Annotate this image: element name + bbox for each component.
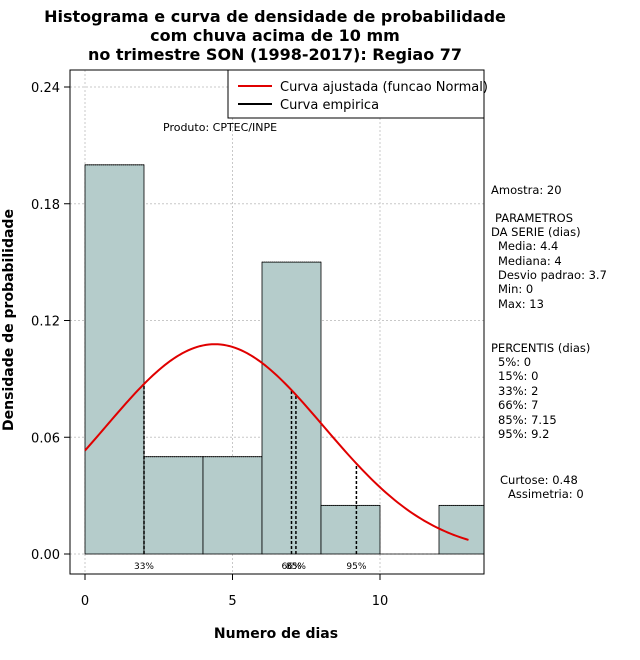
param-sd: Desvio padrao: 3.7 [498,268,607,282]
percentile-label: 33% [134,562,154,572]
histogram-bars [84,164,485,555]
y-axis-title: Densidade de probabilidade [1,209,17,431]
percentis-heading: PERCENTIS (dias) [491,341,590,355]
percentil-66: 66%: 7 [498,398,538,412]
legend-box [227,69,485,119]
params-heading-1: PARAMETROS [495,211,573,225]
param-mean: Media: 4.4 [498,239,558,253]
param-min: Min: 0 [498,282,533,296]
percentile-label: 66% [281,562,301,572]
percentil-95: 95%: 9.2 [498,427,549,441]
y-axis-tick-label: 0.24 [31,81,60,96]
legend: Curva ajustada (funcao Normal) Curva emp… [227,69,488,119]
percentile-label: 95% [346,562,366,572]
statistics-panel: Amostra: 20 PARAMETROS DA SERIE (dias) M… [491,183,607,501]
histogram-bar [438,504,485,555]
axes: 0.00 0.06 0.12 0.18 0.24 0 5 10 [31,81,388,609]
histogram-bar [143,456,204,555]
histogram-bar [202,456,263,555]
param-max: Max: 13 [498,297,544,311]
skewness: Assimetria: 0 [508,487,584,501]
histogram-bar [84,164,145,555]
y-axis-tick-label: 0.18 [31,198,60,213]
chart-title-line-3: no trimestre SON (1998-2017): Regiao 77 [88,45,462,64]
y-axis-tick-label: 0.00 [31,548,60,563]
percentil-85: 85%: 7.15 [498,413,557,427]
chart-title-line-1: Histograma e curva de densidade de proba… [44,7,506,26]
percentil-15: 15%: 0 [498,369,538,383]
legend-label-normal: Curva ajustada (funcao Normal) [280,80,488,95]
legend-label-empirical: Curva empirica [280,98,379,113]
y-axis-tick-label: 0.12 [31,315,60,330]
chart-title-line-2: com chuva acima de 10 mm [150,26,400,45]
sample-size: Amostra: 20 [491,183,562,197]
percentile-markers: 33% 66%85% 95% [134,383,367,572]
percentil-33: 33%: 2 [498,384,538,398]
histogram-bar [320,504,381,555]
normal-curve [84,343,469,541]
x-axis-tick-label: 5 [228,594,236,609]
x-axis-tick-label: 0 [81,594,89,609]
x-axis-tick-label: 10 [372,594,389,609]
y-axis-tick-label: 0.06 [31,431,60,446]
kurtosis: Curtose: 0.48 [500,473,578,487]
param-median: Mediana: 4 [498,254,562,268]
x-axis-title: Numero de dias [214,626,338,642]
product-label: Produto: CPTEC/INPE [163,121,277,134]
percentile-label: 85% [286,562,306,572]
percentil-5: 5%: 0 [498,355,531,369]
params-heading-2: DA SERIE (dias) [491,225,581,239]
normal-curve-layer [84,343,469,541]
